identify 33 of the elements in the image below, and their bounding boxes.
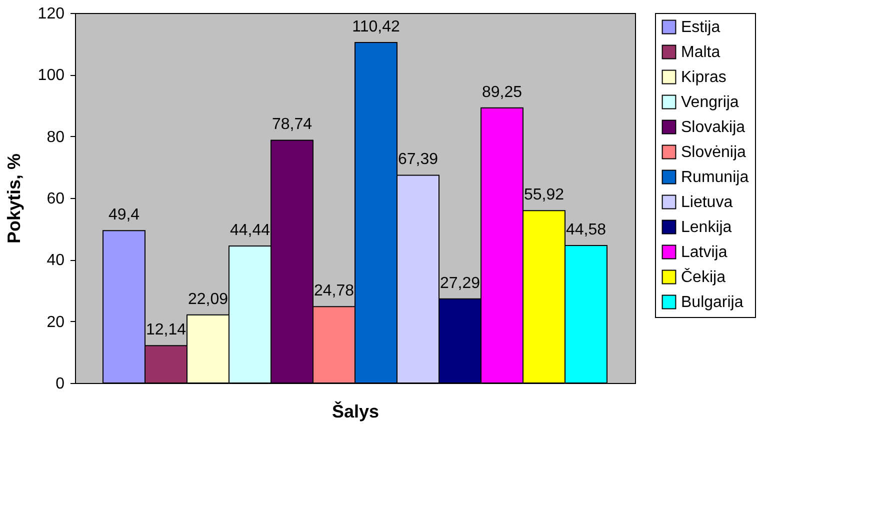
- legend-label: Bulgarija: [681, 294, 744, 311]
- y-tick-label: 60: [46, 190, 65, 208]
- legend-label: Vengrija: [681, 94, 739, 111]
- legend-label: Lietuva: [681, 194, 733, 211]
- y-axis-title: Pokytis, %: [4, 153, 24, 244]
- x-axis-title: Šalys: [332, 400, 380, 422]
- y-tick-label: 0: [56, 376, 65, 392]
- data-label: 12,14: [146, 322, 186, 339]
- data-label: 44,44: [230, 222, 270, 239]
- data-label: 44,58: [566, 222, 606, 239]
- y-tick-label: 100: [38, 67, 65, 84]
- data-label: 55,92: [524, 186, 564, 204]
- data-label: 22,09: [188, 290, 228, 308]
- data-label: 110,42: [352, 18, 400, 36]
- data-label: 49,4: [108, 206, 140, 224]
- legend-label: Malta: [681, 44, 720, 61]
- legend-label: Estija: [681, 19, 720, 36]
- y-tick-label: 40: [46, 252, 65, 270]
- legend-label: Lenkija: [681, 219, 732, 236]
- legend-label: Kipras: [681, 69, 726, 86]
- legend-label: Slovakija: [681, 119, 746, 136]
- y-tick-label: 80: [46, 128, 65, 146]
- y-tick-label: 120: [38, 6, 65, 22]
- data-label: 67,39: [398, 151, 438, 168]
- data-label: 24,78: [314, 282, 354, 300]
- legend-label: Slovėnija: [681, 144, 746, 161]
- y-tick-label: 20: [46, 314, 65, 331]
- data-label: 89,25: [482, 84, 522, 101]
- legend-label: Čekija: [681, 268, 726, 286]
- data-label: 27,29: [440, 274, 480, 292]
- legend-label: Latvija: [681, 244, 728, 261]
- data-label: 78,74: [272, 116, 312, 134]
- legend-label: Rumunija: [681, 169, 749, 186]
